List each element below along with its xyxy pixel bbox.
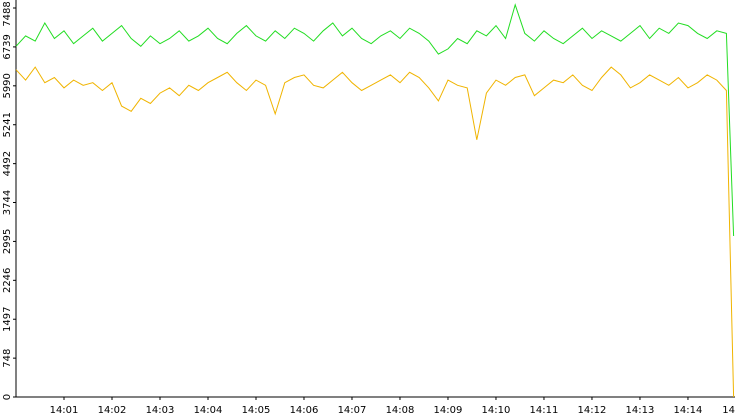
y-tick-label: 3744 <box>2 190 13 215</box>
x-tick-label: 14:04 <box>194 405 223 415</box>
y-tick-label: 748 <box>2 349 13 368</box>
y-tick-label: 5990 <box>2 73 13 98</box>
y-tick-label: 7488 <box>2 1 13 26</box>
x-tick-label: 14:03 <box>146 405 175 415</box>
y-tick-label: 0 <box>2 394 13 400</box>
y-tick-label: 4492 <box>2 151 13 176</box>
y-tick-label: 1497 <box>2 307 13 332</box>
y-tick-label: 2995 <box>2 229 13 254</box>
x-tick-label: 14:14 <box>674 405 703 415</box>
x-tick-label: 14:02 <box>98 405 127 415</box>
x-tick-label: 14:07 <box>338 405 367 415</box>
x-tick-label: 14:10 <box>482 405 511 415</box>
x-tick-label: 14:05 <box>242 405 271 415</box>
series-line <box>15 3 735 237</box>
x-tick-label: 14:13 <box>626 405 655 415</box>
x-tick-label: 14:09 <box>434 405 463 415</box>
x-tick-label: 14 <box>722 405 735 415</box>
y-tick-label: 2246 <box>2 268 13 293</box>
y-tick-label: 5241 <box>2 112 13 137</box>
x-tick-label: 14:06 <box>290 405 319 415</box>
x-tick-label: 14:01 <box>50 405 79 415</box>
x-tick-label: 14:08 <box>386 405 415 415</box>
y-tick-label: 6739 <box>2 34 13 59</box>
series-line <box>15 66 735 398</box>
x-tick-label: 14:12 <box>578 405 607 415</box>
x-tick-label: 14:11 <box>530 405 559 415</box>
